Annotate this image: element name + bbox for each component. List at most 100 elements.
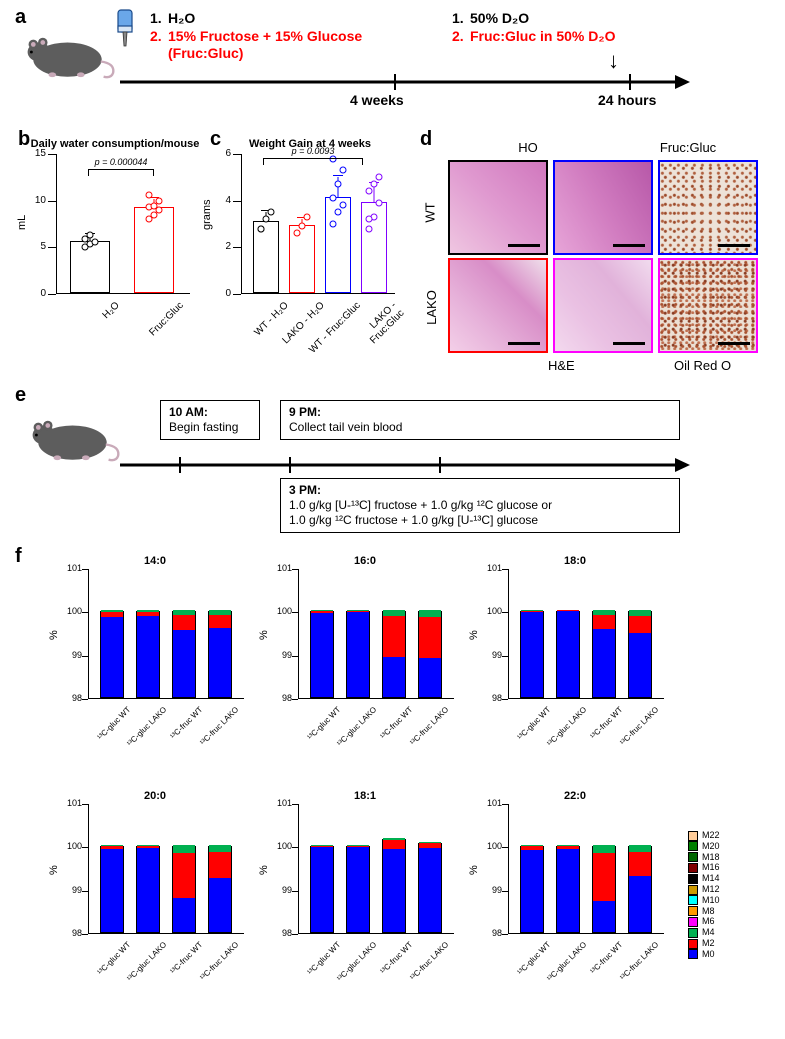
stacked-bar <box>346 846 370 933</box>
x-tick-label: ¹³C-fruc WT <box>134 705 204 775</box>
y-axis <box>241 154 242 294</box>
event-box-collect: 9 PM:Collect tail vein blood <box>280 400 680 440</box>
isotopologue-chart: 18:1%9899100101¹³C-gluc WT¹³C-gluc LAKO¹… <box>270 790 460 980</box>
x-axis <box>56 293 190 294</box>
cond-d2o: 50% D₂O <box>470 10 529 26</box>
data-point <box>263 216 270 223</box>
data-point <box>371 181 378 188</box>
histology-wt-frucgluc-he <box>553 160 653 255</box>
legend-item: M2 <box>688 938 720 949</box>
stacked-bar <box>100 611 124 698</box>
bottle-icon <box>112 8 138 50</box>
num: 1. <box>150 10 168 28</box>
x-tick-label: ¹³C-fruc LAKO <box>170 705 240 775</box>
data-point <box>87 232 94 239</box>
data-point <box>304 214 311 221</box>
stacked-bar <box>592 611 616 698</box>
data-point <box>330 195 337 202</box>
data-point <box>294 230 301 237</box>
cond-frucgluc: 15% Fructose + 15% Glucose <box>168 28 362 44</box>
data-point <box>376 200 383 207</box>
bar <box>253 221 279 293</box>
timepoint-24hours: 24 hours <box>598 92 656 108</box>
bar <box>289 225 315 293</box>
stacked-bar <box>520 611 544 698</box>
stacked-bar <box>520 846 544 933</box>
x-tick-label: ¹³C-fruc LAKO <box>380 705 450 775</box>
legend-item: M10 <box>688 895 720 906</box>
timepoint-4weeks: 4 weeks <box>350 92 404 108</box>
stacked-bar <box>556 611 580 698</box>
scalebar <box>508 342 540 345</box>
conditions-list-1: 1.H₂O 2.15% Fructose + 15% Glucose (Fruc… <box>150 10 362 63</box>
histology-lako-ho <box>448 258 548 353</box>
data-point <box>340 202 347 209</box>
x-tick-label: ¹³C-gluc WT <box>482 705 552 775</box>
data-point <box>340 167 347 174</box>
stacked-bar <box>382 611 406 698</box>
stacked-bar <box>136 611 160 698</box>
data-point <box>330 221 337 228</box>
scalebar <box>508 244 540 247</box>
data-point <box>92 238 99 245</box>
legend-item: M6 <box>688 916 720 927</box>
chart-title: Daily water consumption/mouse <box>30 138 200 150</box>
scalebar <box>718 244 750 247</box>
x-tick-label: ¹³C-gluc LAKO <box>518 940 588 1010</box>
isotopologue-legend: M22M20M18M16M14M12M10M8M6M4M2M0 <box>688 830 720 960</box>
stacked-bar <box>346 611 370 698</box>
stacked-bar <box>136 846 160 933</box>
data-point <box>268 209 275 216</box>
mouse-icon <box>25 405 120 465</box>
panel-e-label: e <box>15 384 26 407</box>
x-tick-label: ¹³C-fruc LAKO <box>170 940 240 1010</box>
histology-lako-frucgluc-oro <box>658 258 758 353</box>
scalebar <box>613 244 645 247</box>
isotopologue-chart: 16:0%9899100101¹³C-gluc WT¹³C-gluc LAKO¹… <box>270 555 460 745</box>
cond-h2o: H₂O <box>168 10 195 26</box>
stacked-bar <box>310 611 334 698</box>
col-header-ho: HO <box>478 140 578 155</box>
panel-b-label: b <box>18 128 30 151</box>
x-tick-label: ¹³C-gluc WT <box>62 705 132 775</box>
stacked-bar <box>628 846 652 933</box>
x-tick-label: ¹³C-fruc WT <box>554 705 624 775</box>
histology-wt-frucgluc-oro <box>658 160 758 255</box>
stacked-bar <box>208 846 232 933</box>
num: 2. <box>452 28 470 46</box>
panel-f-label: f <box>15 545 22 568</box>
chart-water-consumption: Daily water consumption/mouse mL 051015H… <box>30 138 200 338</box>
x-tick-label: ¹³C-fruc WT <box>344 940 414 1010</box>
bar <box>70 241 110 293</box>
data-point <box>376 174 383 181</box>
stacked-bar <box>172 611 196 698</box>
data-point <box>299 223 306 230</box>
data-point <box>258 225 265 232</box>
y-axis-label: grams <box>201 199 213 230</box>
x-tick-label: ¹³C-gluc LAKO <box>98 940 168 1010</box>
timeline-arrow <box>120 72 690 92</box>
event-box-fasting: 10 AM:Begin fasting <box>160 400 260 440</box>
x-tick-label: ¹³C-fruc LAKO <box>380 940 450 1010</box>
isotopologue-chart: 18:0%9899100101¹³C-gluc WT¹³C-gluc LAKO¹… <box>480 555 670 745</box>
data-point <box>366 188 373 195</box>
x-tick-label: ¹³C-fruc LAKO <box>590 940 660 1010</box>
stacked-bar <box>172 846 196 933</box>
legend-item: M22 <box>688 830 720 841</box>
legend-item: M12 <box>688 884 720 895</box>
data-point <box>335 181 342 188</box>
isotopologue-chart: 22:0%9899100101¹³C-gluc WT¹³C-gluc LAKO¹… <box>480 790 670 980</box>
histology-wt-ho <box>448 160 548 255</box>
cond-frucgluc-d2o: Fruc:Gluc in 50% D₂O <box>470 28 615 44</box>
x-tick-label: ¹³C-fruc WT <box>344 705 414 775</box>
data-point <box>146 192 153 199</box>
conditions-list-2: 1.50% D₂O 2.Fruc:Gluc in 50% D₂O <box>452 10 615 45</box>
event-box-gavage: 3 PM: 1.0 g/kg [U-¹³C] fructose + 1.0 g/… <box>280 478 680 533</box>
legend-item: M8 <box>688 906 720 917</box>
stacked-bar <box>592 846 616 933</box>
stacked-bar <box>382 839 406 933</box>
x-tick-label: H₂O <box>65 300 122 357</box>
stacked-bar <box>628 611 652 698</box>
timepoint-arrow-icon: ↓ <box>608 48 619 74</box>
x-tick-label: Fruc:Gluc <box>129 300 186 357</box>
